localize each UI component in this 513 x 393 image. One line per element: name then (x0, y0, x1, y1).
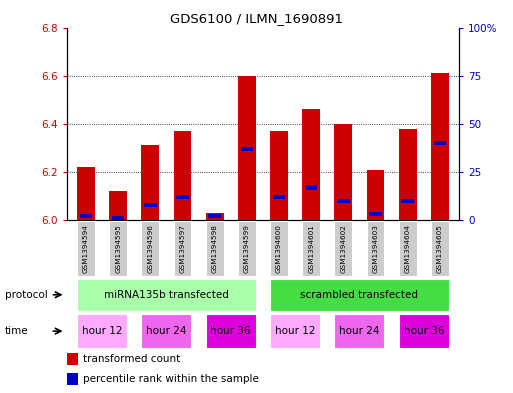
Text: percentile rank within the sample: percentile rank within the sample (83, 374, 259, 384)
Text: GSM1394595: GSM1394595 (115, 224, 121, 273)
Bar (77, 167, 95, 220)
Text: hour 36: hour 36 (404, 326, 444, 336)
Bar (208, 214, 221, 219)
Bar (206, 221, 224, 276)
Text: hour 36: hour 36 (210, 326, 251, 336)
Bar (238, 221, 255, 276)
Bar (206, 213, 224, 220)
Bar (399, 314, 449, 348)
Bar (173, 221, 191, 276)
Bar (77, 314, 127, 348)
Bar (433, 141, 446, 145)
Text: GSM1394605: GSM1394605 (437, 224, 443, 273)
Text: GSM1394596: GSM1394596 (147, 224, 153, 273)
Text: GSM1394602: GSM1394602 (340, 224, 346, 273)
Bar (334, 124, 352, 220)
Bar (369, 212, 382, 217)
Bar (77, 279, 255, 310)
Text: scrambled transfected: scrambled transfected (301, 290, 419, 300)
Bar (142, 314, 191, 348)
Bar (399, 129, 417, 220)
Text: GSM1394601: GSM1394601 (308, 224, 314, 273)
Bar (399, 221, 417, 276)
Bar (270, 221, 288, 276)
Bar (144, 202, 156, 207)
Text: hour 12: hour 12 (82, 326, 122, 336)
Text: hour 12: hour 12 (275, 326, 315, 336)
Bar (67, 373, 78, 385)
Bar (173, 131, 191, 220)
Bar (176, 195, 189, 199)
Bar (273, 195, 285, 199)
Bar (238, 75, 255, 220)
Bar (67, 353, 78, 365)
Text: hour 24: hour 24 (146, 326, 187, 336)
Text: hour 24: hour 24 (339, 326, 380, 336)
Bar (367, 169, 384, 220)
Bar (431, 73, 449, 220)
Bar (109, 191, 127, 220)
Text: GSM1394599: GSM1394599 (244, 224, 250, 273)
Text: protocol: protocol (5, 290, 48, 300)
Bar (270, 131, 288, 220)
Bar (402, 198, 414, 203)
Bar (142, 221, 159, 276)
Bar (367, 221, 384, 276)
Bar (77, 221, 95, 276)
Text: miRNA135b transfected: miRNA135b transfected (104, 290, 229, 300)
Text: GDS6100 / ILMN_1690891: GDS6100 / ILMN_1690891 (170, 12, 343, 25)
Text: GSM1394603: GSM1394603 (372, 224, 379, 273)
Bar (241, 147, 253, 151)
Bar (109, 221, 127, 276)
Bar (270, 279, 449, 310)
Bar (334, 221, 352, 276)
Bar (270, 314, 320, 348)
Bar (206, 314, 255, 348)
Bar (80, 214, 92, 219)
Text: GSM1394600: GSM1394600 (276, 224, 282, 273)
Bar (431, 221, 449, 276)
Bar (334, 314, 384, 348)
Bar (302, 221, 320, 276)
Bar (142, 145, 159, 220)
Text: GSM1394594: GSM1394594 (83, 224, 89, 273)
Bar (305, 185, 318, 189)
Bar (337, 198, 349, 203)
Bar (112, 216, 124, 220)
Text: GSM1394597: GSM1394597 (180, 224, 186, 273)
Text: GSM1394598: GSM1394598 (212, 224, 218, 273)
Text: GSM1394604: GSM1394604 (405, 224, 411, 273)
Text: time: time (5, 326, 29, 336)
Bar (302, 109, 320, 220)
Text: transformed count: transformed count (83, 354, 181, 364)
